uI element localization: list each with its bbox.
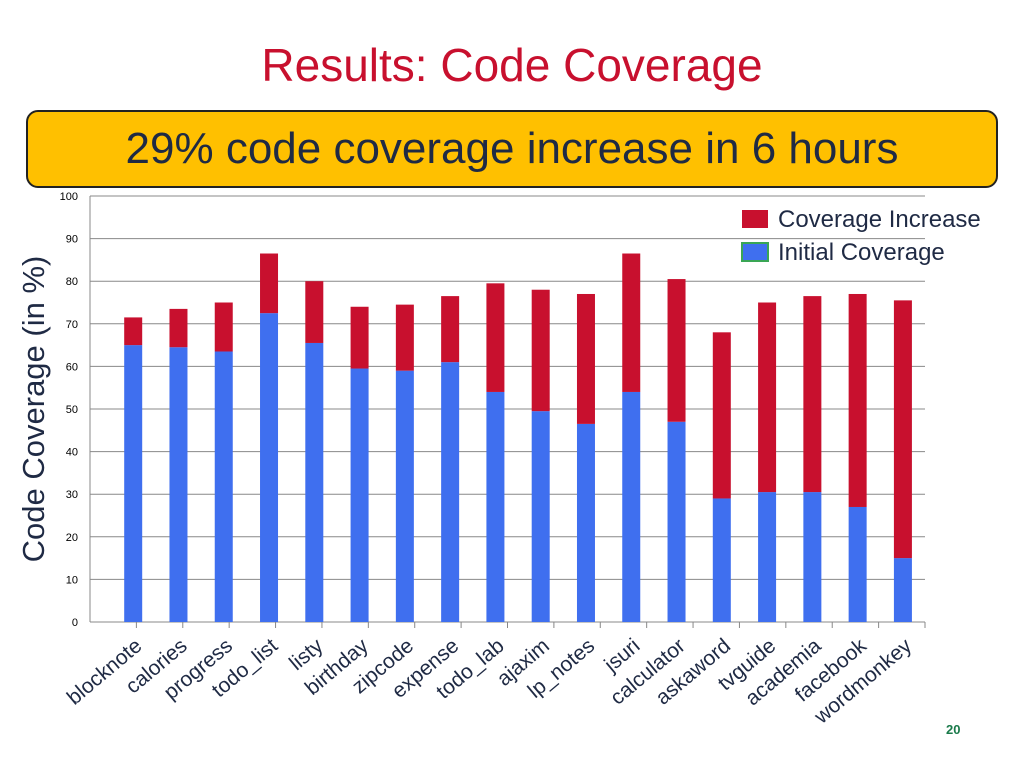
bar-increase-lp_notes (576, 293, 595, 424)
bar-initial-wordmonkey (893, 558, 912, 622)
y-tick-label: 40 (66, 447, 78, 459)
bar-initial-jsuri (622, 391, 641, 622)
bar-increase-tvguide (758, 302, 777, 493)
legend-label: Initial Coverage (778, 239, 945, 266)
slide-number: 20 (946, 722, 961, 737)
legend-swatch (741, 242, 769, 262)
slide-title: Results: Code Coverage (261, 39, 763, 91)
bar-increase-academia (803, 296, 822, 493)
y-tick-label: 10 (66, 574, 78, 586)
bar-increase-progress (214, 302, 233, 352)
bar-initial-listy (305, 342, 324, 622)
bar-increase-todo_list (260, 253, 279, 314)
bar-increase-blocknote (124, 317, 143, 346)
bar-increase-listy (305, 281, 324, 343)
bar-increase-zipcode (395, 304, 414, 371)
bar-initial-facebook (848, 506, 867, 622)
bar-initial-todo_list (260, 313, 279, 622)
bar-initial-todo_lab (486, 391, 505, 622)
bar-initial-lp_notes (576, 423, 595, 622)
legend-swatch (742, 210, 768, 228)
y-tick-label: 30 (66, 489, 78, 501)
y-tick-label: 20 (66, 532, 78, 544)
y-axis-title: Code Coverage (in %) (16, 256, 51, 563)
bar-initial-calculator (667, 421, 686, 622)
bar-increase-calories (169, 308, 188, 348)
bar-initial-tvguide (758, 492, 777, 622)
bar-increase-calculator (667, 279, 686, 422)
bar-increase-todo_lab (486, 283, 505, 392)
banner-text: 29% code coverage increase in 6 hours (125, 124, 899, 173)
bar-initial-academia (803, 492, 822, 622)
y-tick-label: 90 (66, 234, 78, 246)
y-tick-label: 50 (66, 404, 78, 416)
y-tick-label: 60 (66, 361, 78, 373)
bar-increase-jsuri (622, 253, 641, 392)
bar-increase-birthday (350, 306, 369, 369)
bar-initial-ajaxim (531, 411, 550, 622)
bar-initial-blocknote (124, 345, 143, 622)
y-tick-label: 80 (66, 276, 78, 288)
y-tick-label: 100 (60, 191, 78, 203)
bar-increase-wordmonkey (893, 300, 912, 559)
bar-increase-expense (441, 296, 460, 363)
bar-initial-askaword (712, 498, 731, 622)
bar-increase-facebook (848, 293, 867, 507)
bar-increase-ajaxim (531, 289, 550, 412)
y-tick-label: 0 (72, 617, 78, 629)
bar-initial-birthday (350, 368, 369, 622)
y-tick-label: 70 (66, 319, 78, 331)
bar-initial-calories (169, 347, 188, 622)
bar-increase-askaword (712, 332, 731, 499)
highlight-banner: 29% code coverage increase in 6 hours (26, 110, 998, 188)
legend-label: Coverage Increase (778, 206, 981, 233)
bar-initial-zipcode (395, 370, 414, 622)
bar-initial-expense (441, 362, 460, 622)
bar-initial-progress (214, 351, 233, 622)
